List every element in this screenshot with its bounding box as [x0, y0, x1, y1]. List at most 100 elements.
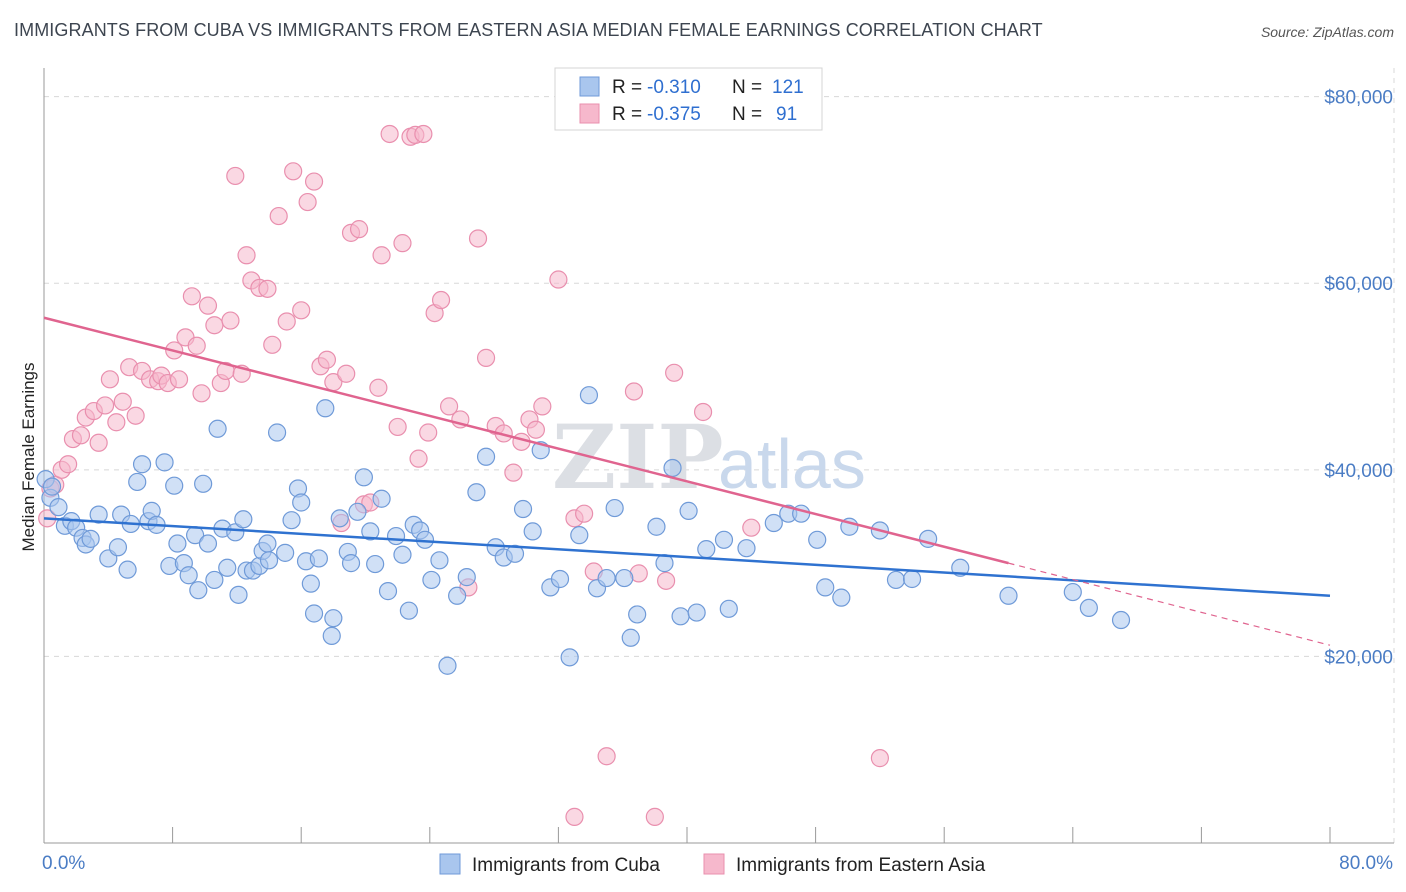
- cuba-point-51: [304, 604, 324, 623]
- cuba-point-87: [570, 526, 589, 545]
- series-legend-swatch-asia: [703, 853, 725, 875]
- cuba-point-104: [737, 539, 756, 558]
- asia-point-86: [665, 363, 684, 382]
- cuba-point-94: [628, 605, 647, 624]
- cuba-point-113: [886, 570, 906, 590]
- asia-point-57: [388, 417, 407, 437]
- asia-point-85: [657, 571, 676, 590]
- cuba-point-66: [393, 545, 412, 564]
- asia-point-10: [95, 396, 115, 415]
- cuba-point-88: [579, 386, 599, 405]
- y-tick-label-0: $20,000: [1324, 647, 1393, 668]
- cuba-point-86: [560, 648, 579, 667]
- cuba-point-34: [218, 558, 237, 577]
- asia-point-55: [372, 246, 391, 265]
- cuba-point-35: [226, 523, 245, 542]
- legend-swatch-asia: [579, 103, 600, 124]
- series-legend-swatch-cuba: [439, 853, 461, 875]
- cuba-point-44: [267, 423, 287, 442]
- cuba-point-50: [301, 574, 320, 593]
- asia-point-80: [575, 504, 594, 523]
- cuba-point-73: [438, 656, 457, 675]
- asia-point-49: [337, 364, 356, 383]
- cuba-point-36: [229, 585, 248, 604]
- cuba-point-53: [316, 399, 335, 418]
- y-tick-label-1: $40,000: [1324, 461, 1393, 482]
- cuba-point-28: [189, 581, 208, 600]
- asia-point-51: [349, 220, 369, 239]
- cuba-point-29: [194, 474, 213, 493]
- asia-point-24: [182, 287, 201, 306]
- legend-r-label-cuba: R =: [612, 77, 642, 98]
- y-tick-label-3: $80,000: [1324, 88, 1393, 109]
- x-tick-labels: 0.0% 80.0%: [42, 853, 1393, 874]
- asia-point-62: [414, 124, 433, 144]
- cuba-point-117: [999, 586, 1018, 605]
- asia-point-38: [263, 335, 282, 354]
- cuba-point-37: [234, 510, 253, 529]
- legend-n-label-cuba: N =: [732, 77, 762, 98]
- asia-point-40: [277, 312, 296, 331]
- asia-point-76: [526, 420, 545, 439]
- x-tick-label-0: 0.0%: [42, 853, 85, 874]
- trend-line-asia-extension: [1008, 562, 1331, 646]
- legend-r-label-asia: R =: [612, 104, 642, 125]
- cuba-point-90: [597, 568, 616, 588]
- cuba-point-92: [615, 568, 634, 588]
- asia-point-83: [624, 382, 644, 401]
- trend-line-asia: [43, 316, 1009, 565]
- cuba-point-58: [341, 554, 361, 573]
- series-legend: Immigrants from Cuba Immigrants from Eas…: [439, 853, 986, 876]
- cuba-point-17: [132, 455, 152, 474]
- asia-point-90: [565, 807, 584, 826]
- asia-point-70: [476, 348, 496, 367]
- cuba-point-56: [330, 509, 349, 528]
- asia-point-77: [533, 397, 552, 416]
- axes: [43, 68, 1394, 844]
- cuba-point-118: [1063, 582, 1082, 602]
- asia-point-42: [292, 301, 311, 320]
- y-tick-labels: $20,000 $40,000 $60,000 $80,000: [1324, 88, 1393, 669]
- correlation-legend: R = -0.310 N = 121 R = -0.375 N = 91: [554, 67, 823, 131]
- cuba-point-98: [671, 607, 690, 626]
- cuba-point-74: [448, 586, 467, 605]
- watermark: ZIP atlas: [552, 405, 866, 509]
- series-eastern-asia-points: [38, 124, 890, 826]
- cuba-point-105: [764, 513, 783, 533]
- cuba-point-3: [49, 498, 68, 517]
- cuba-point-93: [621, 628, 640, 647]
- cuba-point-45: [276, 543, 295, 562]
- legend-n-value-cuba: 121: [772, 77, 804, 98]
- cuba-point-46: [282, 511, 301, 530]
- cuba-point-52: [309, 549, 328, 568]
- series-legend-label-asia: Immigrants from Eastern Asia: [736, 855, 986, 876]
- asia-point-28: [205, 316, 224, 335]
- cuba-point-32: [208, 419, 227, 438]
- trend-line-cuba: [43, 517, 1331, 598]
- asia-point-37: [258, 279, 277, 298]
- asia-point-58: [393, 234, 412, 253]
- cuba-point-97: [663, 458, 682, 478]
- cuba-point-61: [361, 522, 380, 541]
- asia-point-27: [198, 296, 218, 315]
- legend-r-value-asia: -0.375: [647, 104, 701, 125]
- cuba-point-101: [697, 540, 716, 559]
- asia-point-25: [187, 336, 206, 355]
- cuba-point-77: [476, 447, 496, 466]
- cuba-point-100: [687, 603, 706, 622]
- asia-point-22: [169, 370, 189, 389]
- asia-point-32: [226, 166, 245, 186]
- cuba-point-85: [550, 569, 570, 589]
- cuba-point-21: [155, 453, 174, 472]
- cuba-point-91: [605, 498, 624, 518]
- cuba-point-67: [399, 601, 419, 620]
- asia-point-65: [431, 290, 451, 310]
- cuba-point-48: [292, 493, 311, 512]
- cuba-point-12: [108, 538, 128, 557]
- cuba-point-64: [378, 582, 398, 601]
- asia-point-66: [439, 397, 459, 416]
- asia-point-43: [298, 192, 317, 212]
- cuba-point-110: [832, 588, 851, 607]
- asia-point-91: [645, 807, 664, 826]
